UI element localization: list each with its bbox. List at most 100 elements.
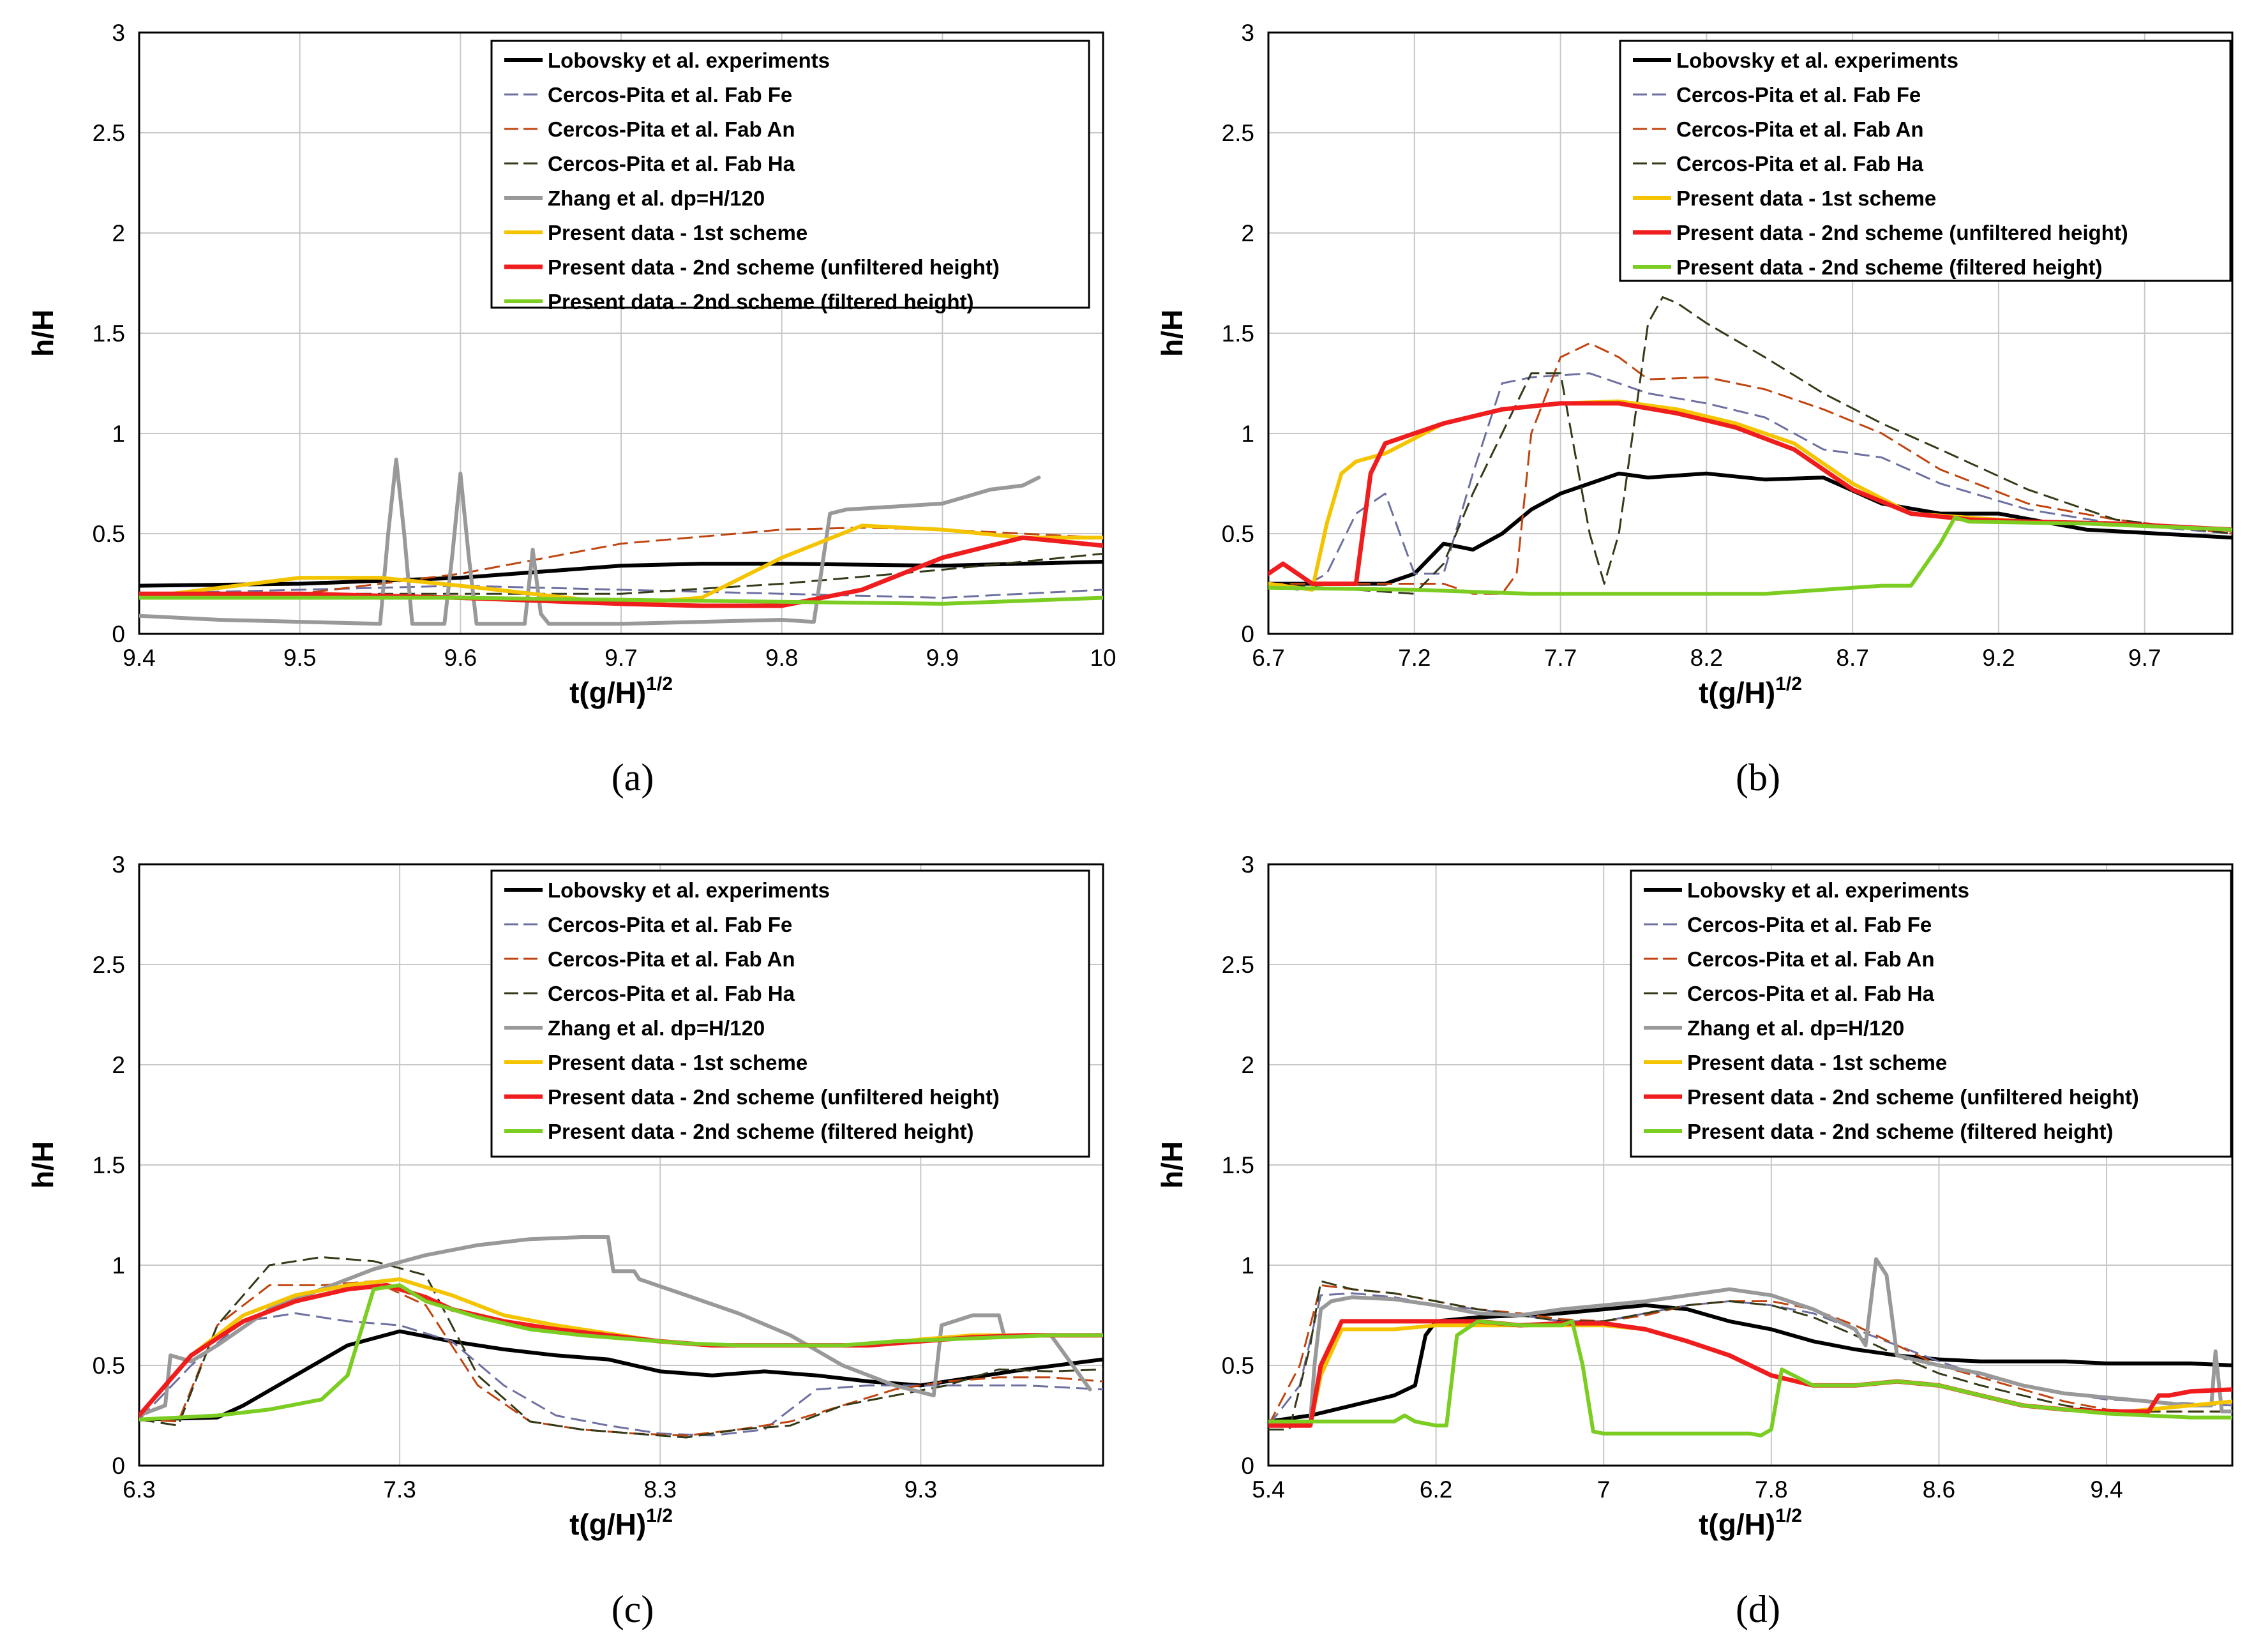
y-tick-label: 3: [1241, 20, 1254, 46]
y-tick-label: 3: [112, 852, 125, 878]
series-line-fe: [139, 585, 1103, 599]
x-tick-label: 9.2: [1982, 645, 2015, 671]
legend-label: Cercos-Pita et al. Fab An: [548, 947, 795, 971]
legend-label: Present data - 2nd scheme (filtered heig…: [548, 290, 973, 313]
series-line-lobovsky: [1268, 471, 2232, 586]
x-tick-label: 7: [1597, 1476, 1611, 1503]
legend-label: Lobovsky et al. experiments: [548, 49, 830, 72]
x-tick-label: 8.6: [1923, 1476, 1955, 1503]
legend-label: Present data - 2nd scheme (unfiltered he…: [1687, 1085, 2139, 1109]
x-axis-label-main: t(g/H): [569, 1508, 646, 1541]
plot-area-border: [1267, 31, 2234, 635]
x-tick-label: 9.8: [765, 645, 798, 671]
series-line-zhang: [139, 457, 1041, 626]
panel-a: 0 0.5 1 1.5 2 2.5 3 9.4 9.5 9.6 9.7 9.8 9.9 10 h/H t(g/…: [26, 20, 1116, 799]
y-tick-label: 1: [1241, 1252, 1254, 1279]
panel-c: 0 0.5 1 1.5 2 2.5 3 6.3 7.3 8.3 9.3 h/H t(g/H)1/2 Lob…: [26, 852, 1104, 1630]
y-axis-label: h/H: [26, 1141, 59, 1189]
y-tick-label: 2: [1241, 220, 1254, 246]
x-tick-label: 9.9: [926, 645, 959, 671]
y-tick-label: 0.5: [93, 1353, 125, 1379]
x-tick-label: 7.7: [1544, 645, 1577, 671]
series-line-unf: [139, 535, 1103, 608]
y-tick-label: 2: [112, 1052, 125, 1078]
legend-label: Cercos-Pita et al. Fab Ha: [1687, 982, 1935, 1005]
legend-label: Present data - 2nd scheme (unfiltered he…: [1676, 221, 2128, 244]
y-tick-label: 1.5: [93, 1152, 125, 1178]
y-tick-label: 2: [112, 220, 125, 246]
y-tick-label: 1: [1241, 421, 1254, 447]
x-axis-label-main: t(g/H): [1699, 676, 1775, 709]
x-axis-label-main: t(g/H): [1699, 1508, 1775, 1541]
x-tick-label: 6.3: [123, 1476, 155, 1503]
series-line-lobovsky: [139, 1329, 1103, 1422]
x-tick-label: 9.7: [2128, 645, 2161, 671]
series-line-ha: [139, 1256, 1103, 1439]
legend: Lobovsky et al. experiments Cercos-Pita e…: [490, 869, 1090, 1158]
plot-area-border: [138, 31, 1104, 635]
legend-box: [490, 869, 1090, 1158]
series-line-first: [139, 523, 1103, 606]
x-axis-label-superscript: 1/2: [1775, 673, 1802, 695]
y-tick-label: 1.5: [93, 320, 125, 347]
series-line-an: [1268, 1284, 2232, 1426]
legend: Lobovsky et al. experiments Cercos-Pita e…: [1630, 869, 2232, 1158]
y-tick-label: 2.5: [93, 952, 125, 978]
legend-label: Lobovsky et al. experiments: [548, 878, 830, 902]
panel-caption: (a): [612, 756, 654, 799]
y-tick-label: 3: [112, 20, 125, 46]
series-line-fe: [139, 1312, 1103, 1437]
series-line-an: [139, 1280, 1103, 1437]
legend-label: Cercos-Pita et al. Fab An: [1687, 947, 1935, 971]
y-tick-label: 0.5: [1222, 1353, 1254, 1379]
x-axis-label-superscript: 1/2: [646, 673, 673, 695]
legend-label: Cercos-Pita et al. Fab Fe: [1676, 83, 1921, 107]
series-line-filt: [139, 1283, 1103, 1422]
y-tick-label: 1.5: [1222, 1152, 1254, 1178]
x-tick-label: 9.6: [444, 645, 477, 671]
legend-label: Zhang et al. dp=H/120: [548, 1016, 765, 1040]
legend-label: Present data - 1st scheme: [1687, 1051, 1947, 1074]
series-line-an: [1268, 342, 2232, 595]
series-line-unf: [139, 1282, 1103, 1418]
legend: Lobovsky et al. experiments Cercos-Pita e…: [1619, 40, 2232, 282]
y-tick-label: 1: [112, 421, 125, 447]
y-tick-label: 0: [112, 621, 125, 647]
x-tick-label: 7.8: [1755, 1476, 1787, 1503]
series-line-an: [139, 527, 1103, 599]
legend-label: Cercos-Pita et al. Fab Fe: [548, 913, 792, 936]
y-tick-label: 1: [112, 1252, 125, 1279]
legend-label: Present data - 1st scheme: [548, 1051, 808, 1074]
series-line-unf: [1268, 1319, 2232, 1428]
y-tick-label: 2.5: [93, 120, 125, 146]
series-group: [139, 1235, 1103, 1439]
legend-label: Lobovsky et al. experiments: [1676, 49, 1958, 72]
x-axis-label: t(g/H)1/2: [1699, 673, 1802, 709]
x-axis-label-superscript: 1/2: [646, 1505, 673, 1526]
y-tick-label: 0.5: [1222, 521, 1254, 547]
legend-label: Cercos-Pita et al. Fab An: [1676, 117, 1924, 141]
legend-label: Present data - 2nd scheme (unfiltered he…: [548, 1085, 1000, 1109]
series-line-zhang: [1268, 1257, 2232, 1428]
series-line-first: [1268, 399, 2232, 592]
plot-area-border: [138, 863, 1104, 1467]
y-tick-label: 2.5: [1222, 120, 1254, 146]
x-axis-label-main: t(g/H): [569, 676, 646, 709]
legend: Lobovsky et al. experiments Cercos-Pita e…: [490, 40, 1090, 313]
x-axis-label-superscript: 1/2: [1775, 1505, 1802, 1526]
x-tick-label: 9.5: [283, 645, 316, 671]
x-tick-label: 7.3: [383, 1476, 416, 1503]
x-tick-label: 6.2: [1420, 1476, 1452, 1503]
y-tick-label: 0: [1241, 621, 1254, 647]
x-tick-label: 9.3: [905, 1476, 937, 1503]
panel-caption: (d): [1736, 1588, 1780, 1630]
panel-caption: (b): [1736, 756, 1780, 799]
y-tick-label: 2.5: [1222, 952, 1254, 978]
panel-b: 0 0.5 1 1.5 2 2.5 3 6.7 7.2 7.7 8.2 8.7 9.2 9.7 h/H t(g…: [1155, 20, 2234, 799]
series-line-zhang: [139, 1235, 1092, 1418]
x-tick-label: 10: [1090, 645, 1116, 671]
y-tick-label: 0: [112, 1453, 125, 1479]
legend-label: Cercos-Pita et al. Fab Fe: [1687, 913, 1932, 936]
x-tick-label: 8.7: [1836, 645, 1868, 671]
